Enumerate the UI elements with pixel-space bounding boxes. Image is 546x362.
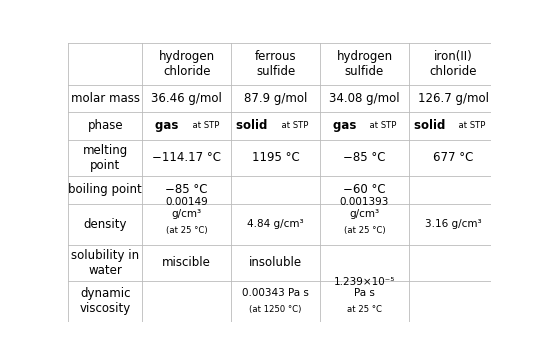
Text: 3.16 g/cm³: 3.16 g/cm³ [425,219,482,229]
Text: at STP: at STP [187,122,219,130]
Text: 34.08 g/mol: 34.08 g/mol [329,92,400,105]
Text: hydrogen
chloride: hydrogen chloride [159,50,215,78]
Text: 0.00149
g/cm³: 0.00149 g/cm³ [165,197,208,219]
Text: −60 °C: −60 °C [343,183,386,196]
Text: solid: solid [236,119,276,132]
Text: 1.239×10⁻⁵
Pa s: 1.239×10⁻⁵ Pa s [334,277,395,298]
Text: 677 °C: 677 °C [433,151,473,164]
Text: phase: phase [87,119,123,132]
Text: 87.9 g/mol: 87.9 g/mol [244,92,307,105]
Text: at 25 °C: at 25 °C [347,305,382,314]
Text: at STP: at STP [276,122,308,130]
Text: molar mass: molar mass [71,92,140,105]
Text: dynamic
viscosity: dynamic viscosity [80,287,131,315]
Text: ferrous
sulfide: ferrous sulfide [255,50,296,78]
Text: −85 °C: −85 °C [165,183,208,196]
Text: gas: gas [155,119,187,132]
Text: (at 25 °C): (at 25 °C) [343,226,385,235]
Text: 126.7 g/mol: 126.7 g/mol [418,92,489,105]
Text: solubility in
water: solubility in water [71,249,139,277]
Text: −114.17 °C: −114.17 °C [152,151,221,164]
Text: melting
point: melting point [82,144,128,172]
Text: 1195 °C: 1195 °C [252,151,299,164]
Text: (at 25 °C): (at 25 °C) [166,226,207,235]
Text: at STP: at STP [365,122,397,130]
Text: density: density [84,218,127,231]
Text: boiling point: boiling point [68,183,142,196]
Text: iron(II)
chloride: iron(II) chloride [430,50,477,78]
Text: 0.001393
g/cm³: 0.001393 g/cm³ [340,197,389,219]
Text: solid: solid [414,119,453,132]
Text: 36.46 g/mol: 36.46 g/mol [151,92,222,105]
Text: 0.00343 Pa s: 0.00343 Pa s [242,288,309,298]
Text: at STP: at STP [453,122,486,130]
Text: (at 1250 °C): (at 1250 °C) [250,305,302,314]
Text: gas: gas [333,119,365,132]
Text: 4.84 g/cm³: 4.84 g/cm³ [247,219,304,229]
Text: hydrogen
sulfide: hydrogen sulfide [336,50,393,78]
Text: insoluble: insoluble [249,256,302,269]
Text: −85 °C: −85 °C [343,151,385,164]
Text: miscible: miscible [162,256,211,269]
